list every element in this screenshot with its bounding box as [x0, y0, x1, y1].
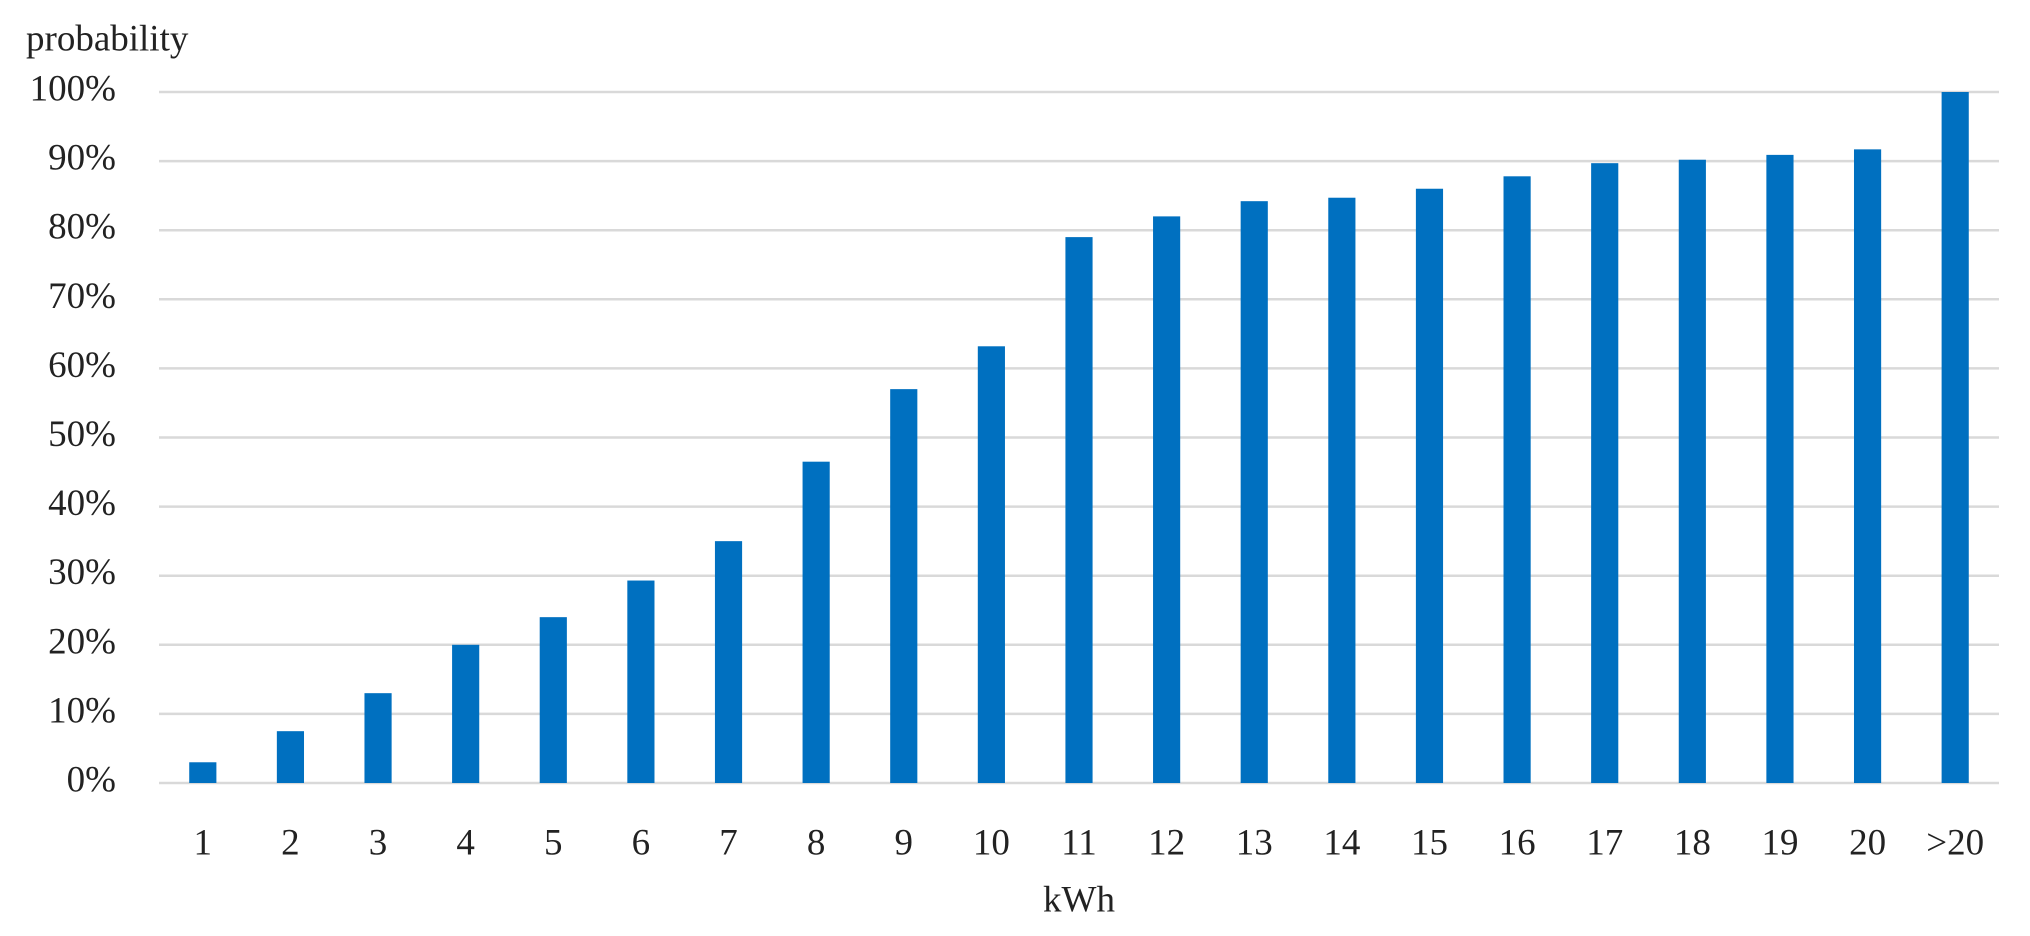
bar — [539, 617, 567, 783]
bar — [1065, 237, 1093, 784]
x-tick-label: 20 — [1849, 822, 1886, 863]
x-tick-label: 4 — [456, 822, 475, 863]
x-axis-label: kWh — [1043, 879, 1115, 920]
x-tick-label: 12 — [1148, 822, 1185, 863]
bar — [1591, 163, 1619, 784]
x-tick-label: 1 — [194, 822, 213, 863]
bar — [714, 541, 743, 783]
bar — [364, 693, 392, 783]
y-tick-label: 30% — [48, 552, 116, 593]
x-tick-label: 5 — [544, 822, 563, 863]
x-tick-label: 2 — [281, 822, 300, 863]
x-tick-label: 19 — [1761, 822, 1798, 863]
bar — [276, 731, 305, 783]
y-tick-label: 20% — [48, 621, 116, 662]
bar — [1678, 159, 1706, 783]
y-tick-label: 10% — [48, 690, 116, 731]
x-tick-label: 8 — [807, 822, 826, 863]
bar — [1240, 201, 1268, 784]
x-tick-label: 11 — [1061, 822, 1097, 863]
bar — [1853, 149, 1882, 783]
y-tick-label: 80% — [48, 207, 116, 248]
x-tick-label: 13 — [1236, 822, 1273, 863]
bar — [1328, 197, 1356, 783]
y-tick-label: 60% — [48, 345, 116, 386]
bar — [1941, 92, 1969, 783]
bar — [977, 346, 1005, 783]
x-tick-label: 14 — [1323, 822, 1360, 863]
bar — [452, 644, 480, 783]
bar — [1503, 176, 1531, 783]
x-tick-label: 6 — [632, 822, 651, 863]
y-axis-label: probability — [26, 18, 189, 59]
y-tick-label: 40% — [48, 483, 116, 524]
x-tick-label: 7 — [719, 822, 738, 863]
y-tick-label: 0% — [67, 759, 116, 800]
bar — [627, 580, 655, 783]
x-tick-label: >20 — [1926, 822, 1984, 863]
x-tick-label: 10 — [973, 822, 1010, 863]
bar — [802, 461, 830, 783]
x-tick-label: 18 — [1674, 822, 1711, 863]
y-tick-label: 50% — [48, 414, 116, 455]
bar — [1153, 216, 1181, 783]
x-tick-label: 17 — [1586, 822, 1623, 863]
y-tick-label: 90% — [48, 138, 116, 179]
x-tick-label: 15 — [1411, 822, 1448, 863]
bar — [1766, 154, 1794, 784]
y-tick-label: 100% — [30, 68, 116, 109]
x-tick-label: 3 — [369, 822, 388, 863]
y-tick-label: 70% — [48, 276, 116, 317]
bar — [1415, 188, 1444, 784]
x-tick-label: 16 — [1499, 822, 1536, 863]
bar — [890, 389, 918, 783]
bar — [189, 762, 217, 783]
x-tick-label: 9 — [895, 822, 914, 863]
